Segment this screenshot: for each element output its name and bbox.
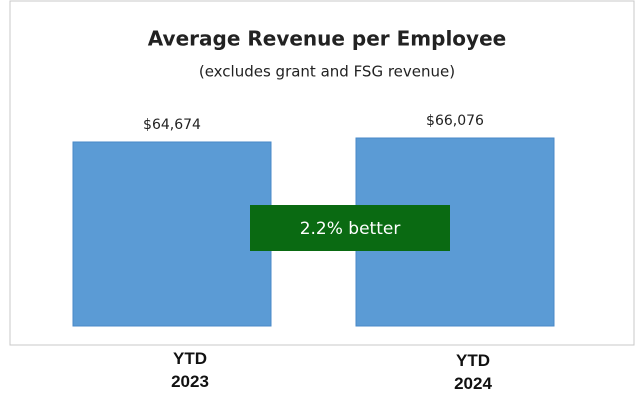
bar	[72, 141, 272, 327]
annotation: 2.2% better	[300, 219, 401, 239]
chart-subtitle: (excludes grant and FSG revenue)	[199, 63, 455, 81]
value-label: $64,674	[143, 117, 201, 133]
value-label: $66,076	[426, 113, 484, 129]
annotation-box	[250, 205, 450, 251]
chart-title: Average Revenue per Employee	[148, 27, 506, 51]
x-tick-label: YTD 2023	[171, 349, 209, 391]
x-tick-label: YTD 2024	[454, 351, 492, 393]
